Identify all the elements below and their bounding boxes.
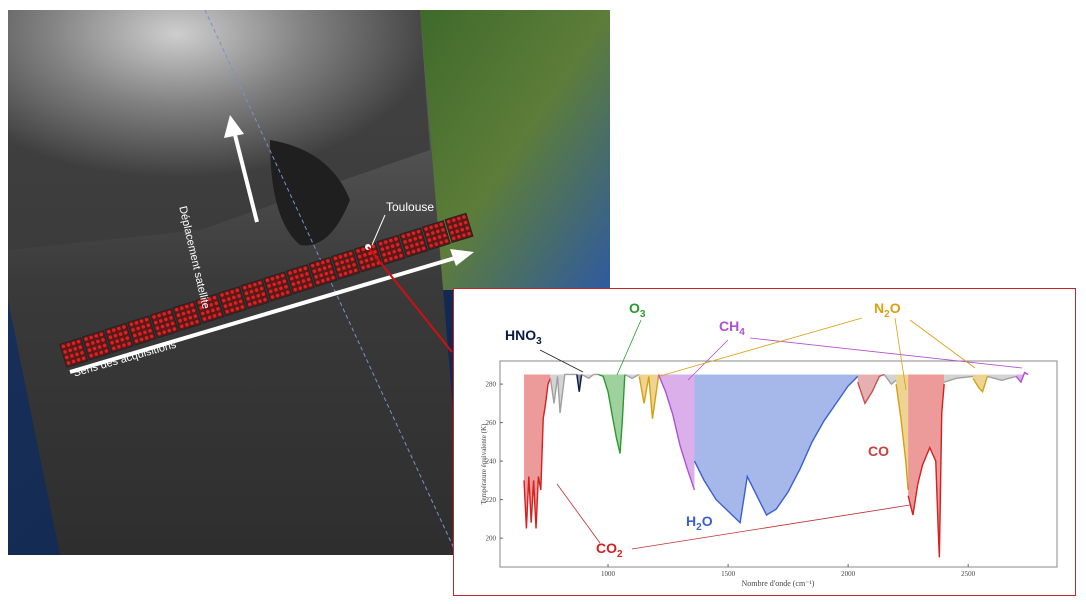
label-hno3: HNO3 [505,327,542,347]
acquisition-cell [104,322,134,354]
spectrum-line-ch4 [657,374,696,491]
spectrum-line-ch4 [1015,371,1029,384]
acquisition-cell [353,242,383,273]
acquisition-cell [59,337,89,368]
zoom-connector-line [367,246,453,353]
x-tick-label: 1500 [721,570,736,578]
y-tick-label: 240 [486,458,497,466]
annotation-leader-line [749,337,1023,369]
y-axis-label: Température équivalente (K) [480,423,488,504]
bay-of-biscay [270,140,350,246]
spectrum-line-other [943,375,974,383]
spectrum-band-other [581,374,599,379]
annotation-leader-line [616,319,642,376]
ground-track-line [204,9,458,556]
cloud-cover [8,10,430,250]
y-tick-label: 220 [486,496,497,504]
satellite-arrow-head [224,115,244,138]
acquisition-cell [421,220,451,251]
annotation-leader-line [894,317,907,391]
toulouse-label: Toulouse [386,200,435,214]
acquisition-cells [59,212,474,368]
spectrum-line-n2o [972,376,989,394]
annotation-leader-line [539,349,584,373]
spectrum-band-other [884,374,897,385]
spectrum-line-other [549,373,577,414]
acquisition-cell [308,256,338,288]
annotation-leader-line [687,339,729,381]
spectrum-line-co2 [523,378,552,529]
x-axis-label: Nombre d'onde (cm⁻¹) [742,579,815,588]
label-n2o: N2O [874,300,901,320]
spectrum-line-co [857,373,885,405]
spectrum-band-h2o [694,374,858,523]
acquisition-cell [172,300,202,332]
acquisition-cell [285,264,315,295]
x-tick-label: 1000 [601,570,616,578]
spectrum-line-other [581,373,599,380]
acquisition-cell [263,271,293,302]
spectrum-line-h2o [693,375,859,525]
acquisition-cell [376,234,406,266]
land-area [420,10,610,290]
spectrum-band-o3 [598,374,625,454]
annotation-leader-line [659,317,863,377]
acquisition-cell [331,249,361,280]
acquisition-cell [195,293,225,324]
acquisition-cell [444,212,474,244]
spectrum-line-other [987,375,1017,381]
spectrum-band-other [987,374,1017,381]
acquisition-arrow-head [450,249,474,266]
y-tick-label: 200 [486,535,497,543]
spectrum-line-n2o [895,384,909,491]
satellite-arrow-shaft [233,134,259,223]
spectrum-band-other [944,374,973,383]
label-ch4: CH4 [719,318,745,338]
acquisition-cell [81,330,111,361]
spectrum-line-co2 [907,384,945,558]
acquisition-cell [399,227,429,258]
x-tick-label: 2000 [841,570,856,578]
toulouse-pointer [371,214,386,246]
label-co: CO [868,443,889,459]
y-tick-label: 260 [486,419,497,427]
spectrum-band-other [624,374,640,379]
spectrum-line-hno3 [576,374,583,392]
spectrum-line-other [624,373,640,380]
spectrum-line-n2o [638,376,660,419]
annotation-leader-line [556,483,601,544]
annotation-leader-line [909,319,976,369]
acquisition-cell [127,315,157,346]
x-tick-label: 2500 [961,570,976,578]
label-o3: O3 [629,300,646,320]
plot-frame [499,360,1058,568]
annotation-leader-line [631,504,911,550]
annotation-leaders [539,317,1023,550]
label-co2: CO2 [596,540,623,560]
spectrum-band-co2 [908,374,945,558]
label-h2o: H2O [686,513,713,533]
spectrum-line-o3 [598,373,626,454]
spectrum-line-other [883,374,897,386]
acquisition-cell [240,278,270,310]
acquisition-cell [217,286,247,317]
spectrum-band-co [857,374,885,404]
y-tick-label: 280 [486,381,497,389]
acquisition-cell [149,308,179,339]
